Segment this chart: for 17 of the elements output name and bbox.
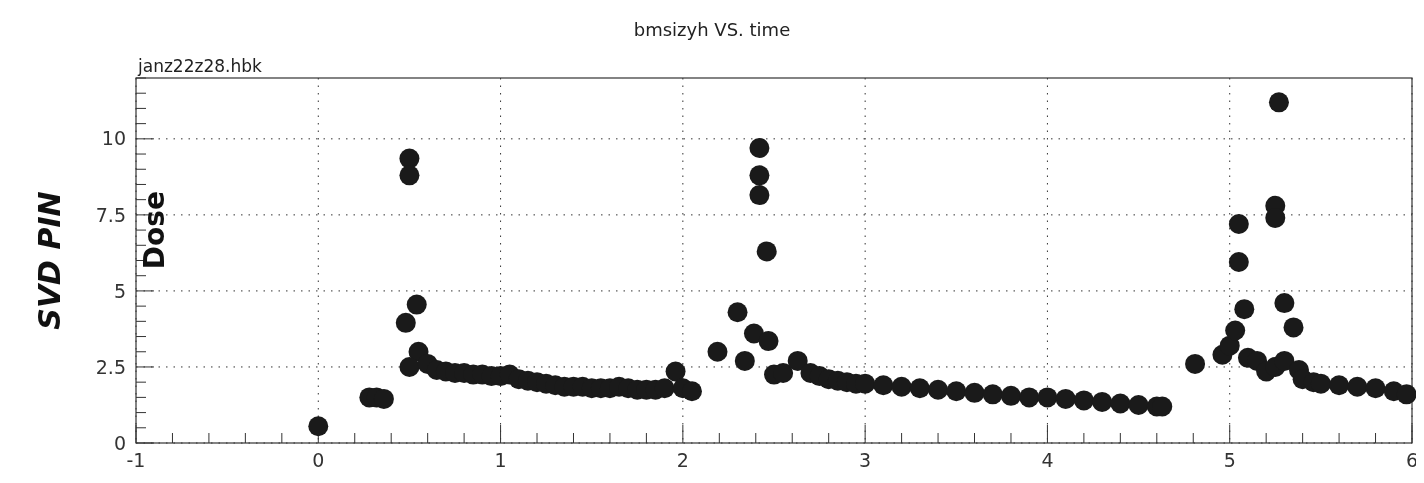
chart-title: bmsizyh VS. time — [633, 19, 791, 40]
y-tick-label: 5 — [113, 279, 126, 302]
x-tick-label: 4 — [1041, 449, 1054, 471]
y-tick-label: 0 — [113, 431, 126, 454]
x-tick-label: 5 — [1223, 449, 1236, 471]
x-tick-label: 2 — [676, 449, 689, 471]
y-tick-label: 10 — [101, 127, 126, 150]
y-axis-title: SVD PIN — [32, 191, 67, 330]
text: janz22z28.hbk — [137, 56, 262, 76]
annotation: Dose — [138, 191, 171, 270]
x-tick-label: 6 — [1405, 449, 1419, 471]
x-tick-label: 3 — [859, 449, 872, 471]
x-tick-label: -1 — [126, 449, 146, 471]
y-tick-label: 7.5 — [95, 203, 126, 226]
y-tick-label: 2.5 — [95, 355, 126, 378]
x-tick-label: 0 — [312, 449, 325, 471]
x-tick-label: 1 — [494, 449, 507, 471]
